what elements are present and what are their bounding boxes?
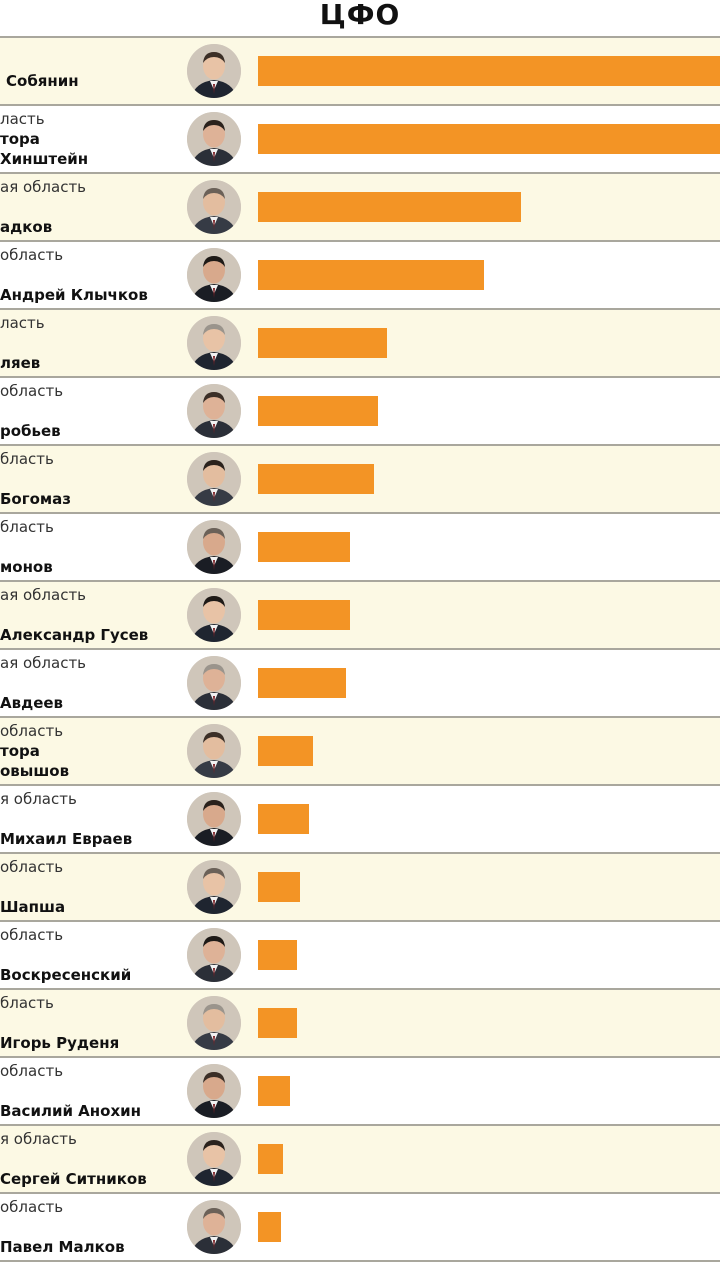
region-label: бласть (0, 450, 54, 468)
chart-title: ЦФО (319, 0, 401, 31)
portrait-avatar (187, 860, 241, 914)
value-bar (258, 192, 521, 222)
governor-name: робьев (0, 422, 61, 440)
portrait-avatar (187, 112, 241, 166)
chart-row: область Василий Анохин (0, 1058, 720, 1126)
region-label: область (0, 1062, 64, 1080)
chart-row: область Шапша (0, 854, 720, 922)
portrait-avatar (187, 316, 241, 370)
region-label: бласть (0, 994, 54, 1012)
value-bar (258, 804, 309, 834)
governor-name: Богомаз (0, 490, 71, 508)
region-label: область (0, 1198, 64, 1216)
chart-row: ая область Авдеев (0, 650, 720, 718)
position-label: тора (0, 130, 40, 148)
governor-name: Авдеев (0, 694, 64, 712)
governor-name: адков (0, 218, 53, 236)
governor-name: Андрей Клычков (0, 286, 148, 304)
region-label: ая область (0, 586, 87, 604)
chart-row: ая область адков (0, 174, 720, 242)
value-bar (258, 260, 484, 290)
governor-name: монов (0, 558, 53, 576)
portrait-avatar (187, 180, 241, 234)
chart-row: я область Сергей Ситников (0, 1126, 720, 1194)
portrait-avatar (187, 1132, 241, 1186)
chart-row: область Андрей Клычков (0, 242, 720, 310)
portrait-avatar (187, 928, 241, 982)
portrait-avatar (187, 996, 241, 1050)
governor-name: овышов (0, 762, 70, 780)
chart-row: я область Михаил Евраев (0, 786, 720, 854)
region-label: ая область (0, 178, 87, 196)
position-label: тора (0, 742, 40, 760)
governor-name: Александр Гусев (0, 626, 149, 644)
chart-row: ласть ляев (0, 310, 720, 378)
value-bar (258, 532, 350, 562)
chart-row: область Павел Малков (0, 1194, 720, 1262)
region-label: область (0, 382, 64, 400)
value-bar (258, 1144, 283, 1174)
region-label: я область (0, 1130, 77, 1148)
chart-row: ласть тора Хинштейн (0, 106, 720, 174)
portrait-avatar (187, 588, 241, 642)
region-label: область (0, 926, 64, 944)
region-label: я область (0, 790, 77, 808)
governor-name: Воскресенский (0, 966, 132, 984)
portrait-avatar (187, 44, 241, 98)
ranking-list: Собянин ласть тора Хинштейн ая область адков о… (0, 36, 720, 1262)
value-bar (258, 940, 297, 970)
governor-name: Хинштейн (0, 150, 89, 168)
region-label: область (0, 722, 64, 740)
governor-name: Шапша (0, 898, 66, 916)
value-bar (258, 872, 300, 902)
value-bar (258, 328, 387, 358)
chart-row: область робьев (0, 378, 720, 446)
governor-name: ляев (0, 354, 41, 372)
chart-row: бласть монов (0, 514, 720, 582)
portrait-avatar (187, 384, 241, 438)
value-bar (258, 736, 313, 766)
governor-name: Михаил Евраев (0, 830, 133, 848)
region-label: ласть (0, 110, 45, 128)
region-label: область (0, 246, 64, 264)
portrait-avatar (187, 248, 241, 302)
chart-row: бласть Игорь Руденя (0, 990, 720, 1058)
portrait-avatar (187, 1064, 241, 1118)
portrait-avatar (187, 452, 241, 506)
portrait-avatar (187, 656, 241, 710)
value-bar (258, 396, 378, 426)
governor-name: Собянин (6, 72, 79, 90)
region-label: бласть (0, 518, 54, 536)
portrait-avatar (187, 520, 241, 574)
value-bar (258, 56, 720, 86)
value-bar (258, 464, 374, 494)
value-bar (258, 1008, 297, 1038)
chart-row: бласть Богомаз (0, 446, 720, 514)
governor-name: Василий Анохин (0, 1102, 142, 1120)
value-bar (258, 124, 720, 154)
governor-name: Сергей Ситников (0, 1170, 147, 1188)
chart-row: ая область Александр Гусев (0, 582, 720, 650)
governor-name: Павел Малков (0, 1238, 125, 1256)
value-bar (258, 1076, 290, 1106)
region-label: ая область (0, 654, 87, 672)
chart-row: область Воскресенский (0, 922, 720, 990)
portrait-avatar (187, 724, 241, 778)
portrait-avatar (187, 1200, 241, 1254)
value-bar (258, 1212, 281, 1242)
value-bar (258, 600, 350, 630)
governor-name: Игорь Руденя (0, 1034, 120, 1052)
chart-row: Собянин (0, 38, 720, 106)
chart-row: область тора овышов (0, 718, 720, 786)
portrait-avatar (187, 792, 241, 846)
value-bar (258, 668, 346, 698)
region-label: ласть (0, 314, 45, 332)
region-label: область (0, 858, 64, 876)
